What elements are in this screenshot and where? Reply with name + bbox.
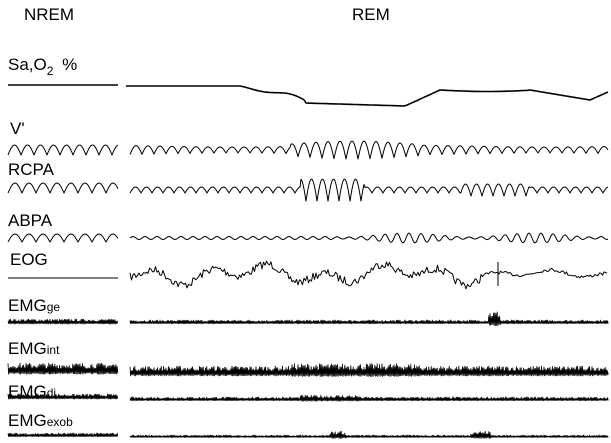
abpa-label: ABPA: [8, 211, 53, 230]
airflow-trace-nrem: [7, 144, 119, 156]
abpa-trace-nrem: [7, 233, 119, 243]
rcpa-label: RCPA: [8, 160, 54, 179]
emg-di-trace-nrem: [7, 393, 119, 400]
emg-int-trace-nrem: [7, 362, 119, 375]
eog-trace-rem: [129, 260, 608, 290]
sao2-label-unit: %: [62, 55, 78, 74]
emgge-label: EMGge: [8, 297, 60, 314]
sao2-label-subscript: 2: [46, 64, 54, 78]
emgge-label-base: EMG: [8, 296, 47, 315]
emgexob-label-base: EMG: [8, 411, 47, 430]
emgint-label-base: EMG: [8, 339, 47, 358]
emg-ge-trace-rem: [129, 311, 609, 327]
emgdi-label-subscript: di: [46, 386, 57, 400]
emgexob-label: EMGexob: [8, 412, 73, 429]
sao2-label: Sa,O2 %: [8, 56, 77, 77]
emgexob-label-subscript: exob: [46, 415, 73, 429]
abpa-trace-rem: [129, 232, 609, 244]
v-label: V': [10, 119, 25, 138]
sao2-trace-rem: [126, 85, 609, 107]
emgint-label: EMGint: [8, 340, 59, 357]
sao2-label-prefix: Sa,O: [8, 55, 47, 74]
emg-int-trace-rem: [129, 363, 609, 377]
emg-di-trace-rem: [129, 394, 609, 402]
rcpa-trace-nrem: [7, 182, 119, 194]
eog-label: EOG: [10, 250, 48, 269]
emg-exob-trace-rem: [129, 430, 609, 439]
airflow-trace-rem: [129, 140, 609, 160]
emg-ge-trace-nrem: [7, 318, 119, 325]
nrem-heading: NREM: [24, 5, 75, 24]
rem-heading: REM: [352, 5, 390, 24]
emg-exob-trace-nrem: [7, 432, 119, 438]
emgint-label-subscript: int: [46, 343, 60, 357]
rcpa-trace-rem: [129, 178, 609, 202]
emgge-label-subscript: ge: [46, 300, 61, 314]
